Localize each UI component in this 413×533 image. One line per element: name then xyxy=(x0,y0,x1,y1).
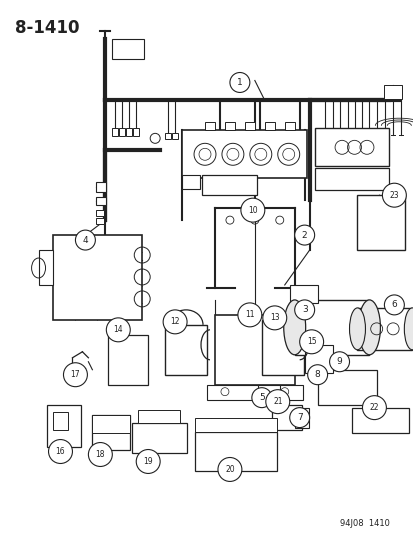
Circle shape xyxy=(163,310,187,334)
Text: 20: 20 xyxy=(225,465,234,474)
Circle shape xyxy=(382,183,405,207)
Text: 13: 13 xyxy=(269,313,279,322)
Text: 12: 12 xyxy=(170,317,179,326)
Bar xyxy=(224,123,234,131)
Bar xyxy=(264,123,274,131)
Bar xyxy=(96,210,104,216)
Bar xyxy=(133,128,139,136)
Bar xyxy=(294,408,308,427)
Text: 8-1410: 8-1410 xyxy=(14,19,79,37)
Bar xyxy=(92,415,130,433)
Circle shape xyxy=(299,330,323,354)
Text: 17: 17 xyxy=(71,370,80,379)
Circle shape xyxy=(294,225,314,245)
Bar xyxy=(126,128,132,136)
Circle shape xyxy=(362,395,385,419)
Bar xyxy=(96,182,106,192)
Ellipse shape xyxy=(404,308,413,350)
Text: 15: 15 xyxy=(306,337,316,346)
Bar xyxy=(317,370,377,405)
Bar xyxy=(52,235,142,320)
Bar xyxy=(172,133,178,139)
Ellipse shape xyxy=(358,300,380,355)
Circle shape xyxy=(106,318,130,342)
Bar xyxy=(38,250,52,285)
Text: 21: 21 xyxy=(272,397,282,406)
Bar xyxy=(357,308,411,350)
Bar xyxy=(182,131,306,178)
Text: 6: 6 xyxy=(391,301,396,309)
Bar xyxy=(96,218,104,224)
Circle shape xyxy=(75,230,95,250)
Bar xyxy=(384,85,401,100)
Bar xyxy=(261,320,303,375)
Circle shape xyxy=(384,295,404,315)
Bar xyxy=(112,38,144,59)
Ellipse shape xyxy=(349,308,365,350)
Circle shape xyxy=(136,449,160,473)
Bar xyxy=(204,123,214,131)
Circle shape xyxy=(329,352,349,372)
Circle shape xyxy=(251,387,271,408)
Bar xyxy=(314,128,389,166)
Bar xyxy=(92,415,130,449)
Circle shape xyxy=(217,457,241,481)
Bar xyxy=(284,123,294,131)
Text: 23: 23 xyxy=(389,191,398,200)
Bar xyxy=(182,175,199,189)
Bar xyxy=(52,411,68,430)
Bar xyxy=(119,128,125,136)
Text: 22: 22 xyxy=(369,403,378,412)
Circle shape xyxy=(63,363,87,386)
Text: 18: 18 xyxy=(95,450,105,459)
Circle shape xyxy=(262,306,286,330)
Text: 5: 5 xyxy=(258,393,264,402)
Circle shape xyxy=(240,198,264,222)
Bar xyxy=(257,385,279,402)
Bar xyxy=(351,408,408,433)
Bar xyxy=(244,123,254,131)
Bar xyxy=(108,335,148,385)
Circle shape xyxy=(307,365,327,385)
Bar xyxy=(206,385,302,400)
Text: 16: 16 xyxy=(55,447,65,456)
Circle shape xyxy=(229,72,249,92)
Bar xyxy=(271,405,301,430)
Text: 14: 14 xyxy=(113,325,123,334)
Text: 19: 19 xyxy=(143,457,153,466)
Text: 3: 3 xyxy=(301,305,307,314)
Bar xyxy=(214,315,294,385)
Circle shape xyxy=(237,303,261,327)
Bar xyxy=(195,417,276,432)
Bar xyxy=(165,133,171,139)
Bar xyxy=(138,410,180,423)
Bar xyxy=(294,300,368,355)
Circle shape xyxy=(289,408,309,427)
Ellipse shape xyxy=(283,300,305,355)
Bar xyxy=(304,345,332,373)
Text: 94J08  1410: 94J08 1410 xyxy=(339,519,389,528)
Bar xyxy=(314,168,389,190)
Bar xyxy=(46,405,81,447)
Text: 8: 8 xyxy=(314,370,320,379)
Text: 2: 2 xyxy=(301,231,307,239)
Text: 11: 11 xyxy=(244,310,254,319)
Text: 1: 1 xyxy=(236,78,242,87)
Text: 4: 4 xyxy=(83,236,88,245)
Circle shape xyxy=(88,442,112,466)
Bar xyxy=(165,325,206,375)
Bar xyxy=(112,128,118,136)
Circle shape xyxy=(48,440,72,464)
Bar xyxy=(195,432,276,472)
Bar xyxy=(132,423,187,453)
Circle shape xyxy=(265,390,289,414)
Bar xyxy=(357,195,404,250)
Text: 10: 10 xyxy=(247,206,257,215)
Bar xyxy=(289,285,317,303)
Circle shape xyxy=(294,300,314,320)
Text: 7: 7 xyxy=(296,413,302,422)
Bar xyxy=(202,175,256,195)
Text: 9: 9 xyxy=(336,357,342,366)
Bar xyxy=(96,197,106,205)
